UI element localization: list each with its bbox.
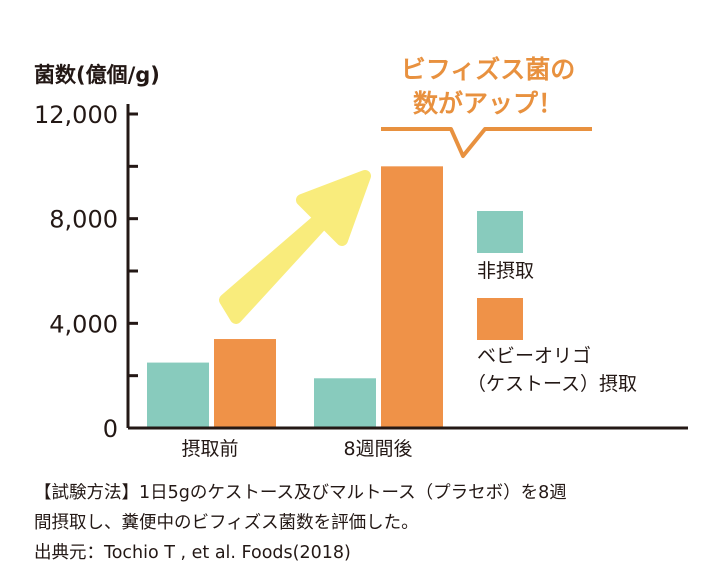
increase-arrow (219, 170, 371, 324)
y-tick-label-1: 4,000 (49, 310, 118, 338)
y-tick-label-0: 0 (103, 415, 118, 443)
footnote-line-2: 間摂取し、糞便中のビフィズス菌数を評価した。 (34, 513, 419, 533)
y-axis-label: 菌数(億個/g) (34, 63, 160, 87)
footnote-line-1: 【試験方法】1日5gのケストース及びマルトース（プラセボ）を8週 (34, 483, 567, 503)
category-label-before: 摂取前 (181, 438, 238, 460)
bar-series0-cat0 (147, 362, 209, 428)
callout-speech-line (381, 127, 592, 158)
category-label-after: 8週間後 (343, 438, 412, 460)
legend: 非摂取 ベビーオリゴ （ケストース）摂取 (467, 211, 637, 395)
callout-text-line2: 数がアップ！ (413, 89, 563, 118)
bars (147, 166, 443, 429)
footnote-line-3: 出典元：Tochio T , et al. Foods(2018) (34, 543, 351, 563)
legend-label-intake-line1: ベビーオリゴ (477, 345, 591, 367)
legend-swatch-non-intake (477, 211, 523, 253)
callout-text-line1: ビフィズス菌の (401, 55, 576, 84)
y-axis-ticks: 0 4,000 8,000 12,000 (34, 101, 138, 443)
legend-label-non-intake: 非摂取 (477, 260, 534, 282)
legend-label-intake-line2: （ケストース）摂取 (467, 373, 637, 395)
y-tick-label-3: 12,000 (34, 101, 118, 129)
callout: ビフィズス菌の 数がアップ！ (381, 55, 592, 158)
legend-swatch-intake (477, 298, 523, 340)
bar-series1-cat0 (214, 339, 276, 428)
bar-series0-cat1 (314, 378, 376, 428)
bar-series1-cat1 (381, 166, 443, 429)
y-tick-label-2: 8,000 (49, 206, 118, 234)
